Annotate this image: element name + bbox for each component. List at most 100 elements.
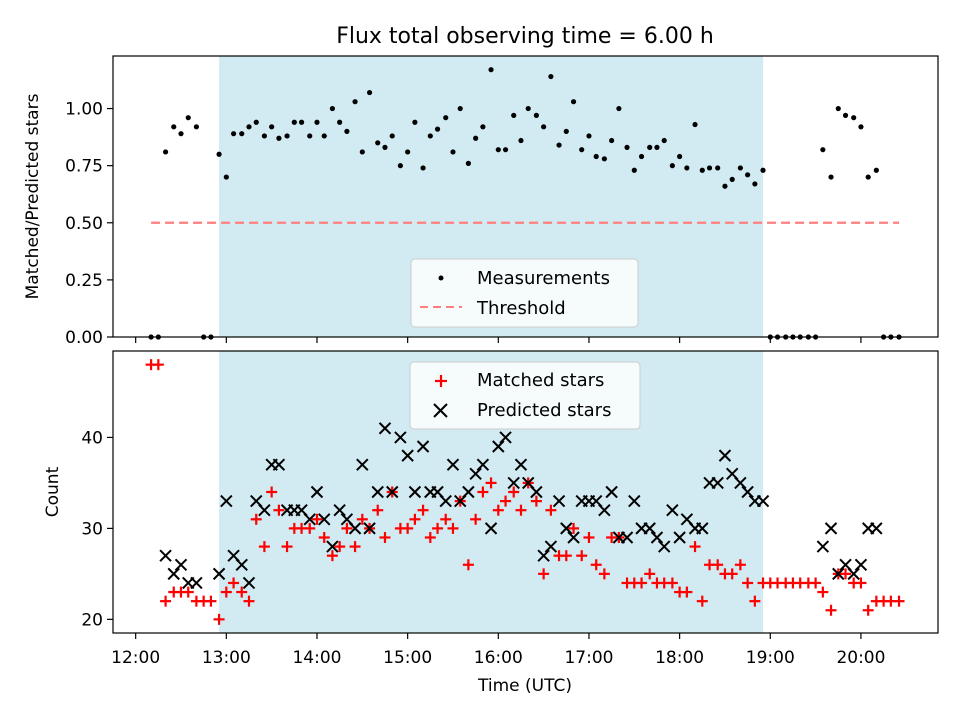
predicted-star-point <box>462 485 475 499</box>
predicted-star-x-b <box>696 522 709 535</box>
measurement-point <box>366 89 373 96</box>
predicted-star-point <box>394 431 407 444</box>
x-tick-label: 18:00 <box>655 648 704 668</box>
predicted-star-point <box>673 531 686 544</box>
predicted-star-x-b <box>711 476 724 490</box>
predicted-star-point <box>242 576 256 590</box>
matched-star-point <box>477 486 489 498</box>
predicted-star-x-b <box>847 567 860 581</box>
predicted-star-x-b <box>272 458 286 471</box>
predicted-star-point <box>544 540 558 553</box>
measurement-point <box>246 124 252 130</box>
predicted-star-x-b <box>431 485 444 499</box>
matched-star-point <box>236 586 248 598</box>
measurement-point <box>570 99 577 105</box>
predicted-star-point <box>514 458 528 471</box>
predicted-star-x-b <box>544 540 558 553</box>
measurement-point <box>737 165 743 171</box>
predicted-star-x-b <box>326 540 339 553</box>
predicted-star-point <box>326 540 339 553</box>
y-tick-label: 0.00 <box>65 328 103 348</box>
bottom-panel: 20 30 40 12:00 13:00 14:00 15:00 16:00 17:00 18:… <box>43 350 939 696</box>
measurement-point <box>337 119 343 125</box>
predicted-star-point <box>605 485 618 499</box>
predicted-star-point <box>235 558 248 571</box>
matched-star-point <box>424 531 436 543</box>
predicted-star-x-b <box>340 513 354 526</box>
x-tick-label: 17:00 <box>564 648 613 668</box>
predicted-stars-series <box>159 422 883 590</box>
measurement-point <box>450 149 456 155</box>
predicted-star-x-b <box>476 458 490 471</box>
predicted-star-x-b <box>190 576 203 590</box>
measurement-point <box>842 112 849 118</box>
predicted-star-x-b <box>235 558 248 571</box>
x-tick-label: 13:00 <box>202 648 251 668</box>
measurement-point <box>389 133 395 139</box>
measurement-point <box>760 167 766 173</box>
matched-star-point <box>213 613 225 625</box>
predicted-star-point <box>356 458 369 471</box>
matched-star-point <box>266 486 278 498</box>
measurement-point <box>677 153 683 160</box>
matched-star-point <box>855 577 867 589</box>
predicted-star-point <box>537 549 550 562</box>
matched-star-point <box>304 522 316 534</box>
matched-star-point <box>825 604 837 616</box>
predicted-star-point <box>484 522 498 535</box>
predicted-star-x-b <box>666 503 679 517</box>
predicted-star-x-b <box>167 567 180 581</box>
measurement-point <box>563 128 569 134</box>
top-axes-frame <box>112 55 939 338</box>
predicted-star-x-b <box>303 513 316 526</box>
y-tick-label: 0.50 <box>65 214 103 234</box>
measurement-point <box>473 135 479 141</box>
measurement-point <box>609 137 615 144</box>
predicted-star-point <box>303 513 316 526</box>
x-tick-label: 14:00 <box>292 648 341 668</box>
predicted-star-point <box>658 540 671 553</box>
predicted-star-point <box>756 494 770 508</box>
measurement-point <box>601 156 607 162</box>
measurement-point <box>359 149 365 155</box>
matched-star-point <box>590 559 602 571</box>
measurement-point <box>488 67 494 73</box>
measurement-point <box>631 167 637 173</box>
measurements-series <box>148 67 902 340</box>
predicted-star-x-b <box>507 476 520 490</box>
top-y-ticks: 0.00 0.25 0.50 0.75 1.00 <box>65 100 113 348</box>
measurement-point <box>692 121 698 128</box>
matched-star-point <box>840 568 852 580</box>
matched-star-point <box>379 531 391 543</box>
bottom-legend-box <box>409 361 641 430</box>
y-tick-label: 40 <box>81 428 103 448</box>
predicted-star-point <box>824 522 838 535</box>
predicted-star-x-b <box>310 485 324 499</box>
predicted-star-x-b <box>174 558 188 571</box>
predicted-star-point <box>628 494 641 508</box>
x-axis-label: Time (UTC) <box>477 676 572 696</box>
matched-star-point <box>462 559 474 571</box>
measurement-point <box>216 151 222 157</box>
predicted-star-point <box>530 485 543 499</box>
predicted-star-x-b <box>756 494 770 508</box>
measurement-point <box>382 144 388 150</box>
matched-star-point <box>356 513 368 525</box>
measurement-point <box>820 147 826 153</box>
predicted-star-point <box>469 467 482 481</box>
measurement-point <box>480 124 486 130</box>
measurement-point <box>835 105 841 112</box>
predicted-star-x-b <box>363 522 376 535</box>
measurement-point <box>616 105 622 112</box>
measurement-point <box>511 112 517 118</box>
predicted-star-x-b <box>537 549 550 562</box>
top-legend: Measurements Threshold <box>410 258 639 328</box>
top-legend-box <box>410 258 639 328</box>
y-tick-label: 30 <box>81 519 103 539</box>
legend-matched-marker <box>435 375 447 387</box>
matched-star-point <box>749 595 761 607</box>
predicted-star-x-b <box>839 558 852 571</box>
y-tick-label: 1.00 <box>65 100 103 120</box>
predicted-star-x-b <box>212 567 226 581</box>
measurement-point <box>699 167 705 173</box>
